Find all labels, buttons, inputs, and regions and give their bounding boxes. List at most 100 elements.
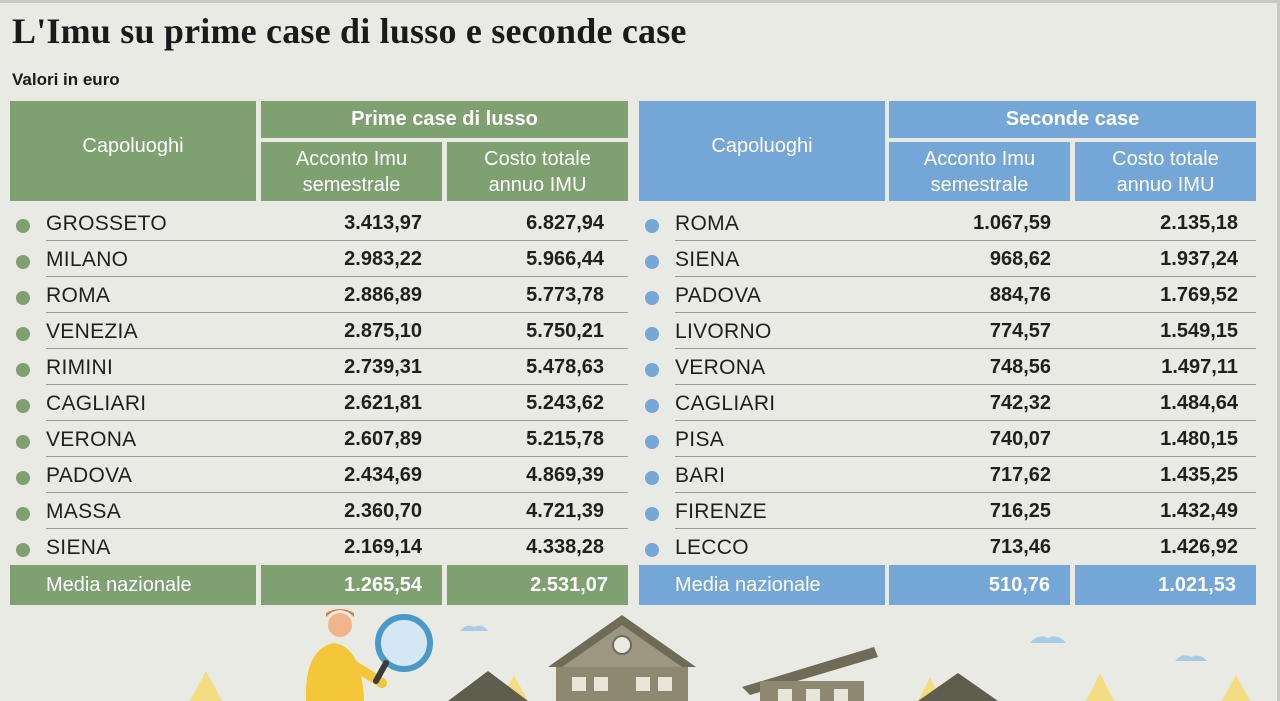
row-divider	[675, 240, 1256, 241]
costo-value: 1.432,49	[1160, 500, 1238, 522]
city: PISA	[675, 428, 725, 451]
top-border	[0, 0, 1280, 3]
row-divider	[675, 348, 1256, 349]
footer-costo: 1.021,53	[1075, 565, 1256, 605]
header-costo-totale: Costo totale annuo IMU	[1075, 142, 1256, 201]
city: CAGLIARI	[46, 392, 147, 415]
bullet-dot	[645, 471, 659, 485]
bullet-dot	[645, 543, 659, 557]
table-row: SIENA 2.169,14 4.338,28	[10, 529, 628, 565]
table-row: MASSA 2.360,70 4.721,39	[10, 493, 628, 529]
table-row: ROMA 2.886,89 5.773,78	[10, 277, 628, 313]
table-row: FIRENZE 716,25 1.432,49	[639, 493, 1256, 529]
table-row: BARI 717,62 1.435,25	[639, 457, 1256, 493]
bullet-dot	[645, 327, 659, 341]
cloud-icon	[1030, 636, 1066, 643]
acconto-value: 1.067,59	[973, 212, 1051, 234]
city: RIMINI	[46, 356, 114, 379]
page-subtitle: Valori in euro	[12, 70, 120, 89]
bullet-dot	[645, 219, 659, 233]
illustration-houses	[190, 609, 1250, 701]
acconto-value: 884,76	[989, 284, 1051, 306]
costo-value: 5.215,78	[526, 428, 604, 450]
acconto-value: 2.875,10	[344, 320, 422, 342]
acconto-value: 717,62	[989, 464, 1051, 486]
costo-value: 1.937,24	[1160, 248, 1238, 270]
costo-value: 4.869,39	[526, 464, 604, 486]
row-divider	[46, 420, 628, 421]
table-row: PADOVA 884,76 1.769,52	[639, 277, 1256, 313]
tree-icon	[1222, 675, 1250, 701]
house-icon	[448, 671, 528, 701]
city: VENEZIA	[46, 320, 138, 343]
acconto-value: 2.360,70	[344, 500, 422, 522]
acconto-value: 2.169,14	[344, 536, 422, 558]
footer-costo: 2.531,07	[447, 565, 628, 605]
city: LECCO	[675, 536, 749, 559]
header-group: Seconde case	[889, 101, 1256, 138]
table-row: SIENA 968,62 1.937,24	[639, 241, 1256, 277]
costo-value: 1.549,15	[1160, 320, 1238, 342]
header-acconto: Acconto Imu semestrale	[261, 142, 442, 201]
bullet-dot	[16, 255, 30, 269]
acconto-value: 2.621,81	[344, 392, 422, 414]
costo-value: 1.426,92	[1160, 536, 1238, 558]
costo-value: 1.769,52	[1160, 284, 1238, 306]
bullet-dot	[16, 327, 30, 341]
footer-label: Media nazionale	[10, 565, 256, 605]
costo-value: 5.966,44	[526, 248, 604, 270]
acconto-value: 3.413,97	[344, 212, 422, 234]
costo-value: 2.135,18	[1160, 212, 1238, 234]
bullet-dot	[16, 507, 30, 521]
row-divider	[675, 312, 1256, 313]
row-divider	[46, 492, 628, 493]
costo-value: 1.480,15	[1160, 428, 1238, 450]
page-title: L'Imu su prime case di lusso e seconde c…	[12, 11, 687, 51]
acconto-value: 2.739,31	[344, 356, 422, 378]
bullet-dot	[645, 507, 659, 521]
city: SIENA	[675, 248, 740, 271]
house-icon	[742, 647, 878, 701]
row-divider	[675, 456, 1256, 457]
header-acconto: Acconto Imu semestrale	[889, 142, 1070, 201]
costo-value: 1.484,64	[1160, 392, 1238, 414]
bullet-dot	[645, 399, 659, 413]
bullet-dot	[16, 543, 30, 557]
row-divider	[46, 312, 628, 313]
acconto-value: 740,07	[989, 428, 1051, 450]
city: MILANO	[46, 248, 129, 271]
costo-value: 4.721,39	[526, 500, 604, 522]
footer-acconto: 1.265,54	[261, 565, 442, 605]
table-row: GROSSETO 3.413,97 6.827,94	[10, 205, 628, 241]
bullet-dot	[16, 291, 30, 305]
city: MASSA	[46, 500, 122, 523]
costo-value: 6.827,94	[526, 212, 604, 234]
rows: ROMA 1.067,59 2.135,18 SIENA 968,62 1.937,24…	[639, 205, 1256, 565]
cloud-icon	[460, 625, 488, 631]
tree-icon	[1086, 673, 1114, 701]
costo-value: 5.243,62	[526, 392, 604, 414]
acconto-value: 748,56	[989, 356, 1051, 378]
acconto-value: 2.434,69	[344, 464, 422, 486]
table-row: LIVORNO 774,57 1.549,15	[639, 313, 1256, 349]
acconto-value: 742,32	[989, 392, 1051, 414]
costo-value: 1.497,11	[1161, 356, 1238, 378]
table-row: VERONA 748,56 1.497,11	[639, 349, 1256, 385]
costo-value: 5.750,21	[526, 320, 604, 342]
bullet-dot	[16, 435, 30, 449]
acconto-value: 2.983,22	[344, 248, 422, 270]
table-row: CAGLIARI 2.621,81 5.243,62	[10, 385, 628, 421]
table-row: LECCO 713,46 1.426,92	[639, 529, 1256, 565]
cloud-icon	[1175, 655, 1207, 661]
row-divider	[675, 492, 1256, 493]
bullet-dot	[16, 219, 30, 233]
table-row: VERONA 2.607,89 5.215,78	[10, 421, 628, 457]
city: CAGLIARI	[675, 392, 776, 415]
row-divider	[675, 276, 1256, 277]
city: FIRENZE	[675, 500, 767, 523]
header-costo-totale: Costo totale annuo IMU	[447, 142, 628, 201]
costo-value: 5.478,63	[526, 356, 604, 378]
acconto-value: 774,57	[989, 320, 1051, 342]
acconto-value: 968,62	[989, 248, 1051, 270]
footer-label: Media nazionale	[639, 565, 885, 605]
